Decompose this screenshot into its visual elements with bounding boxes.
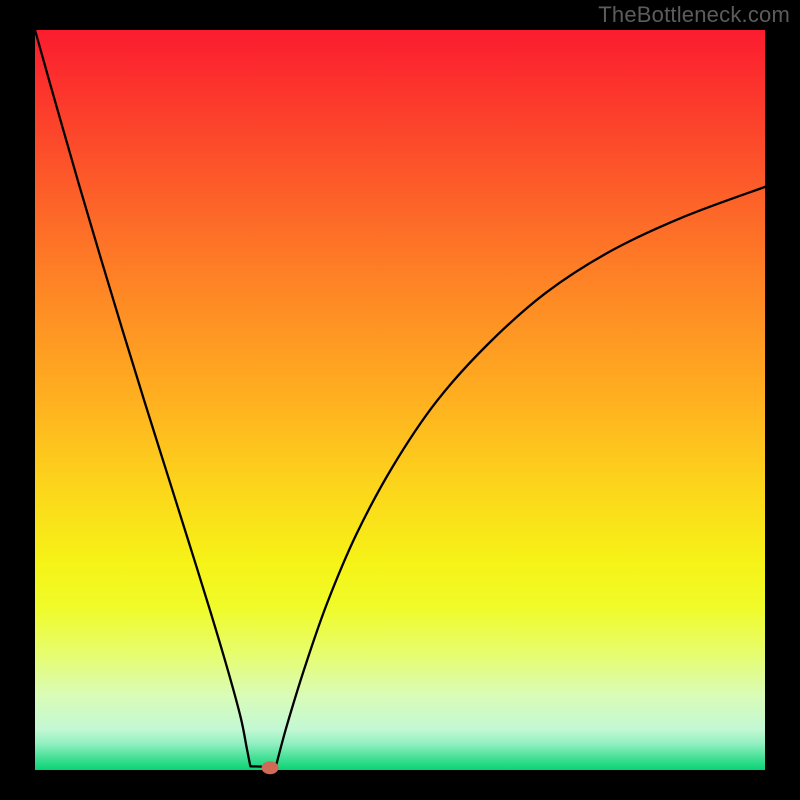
minimum-marker [262, 762, 278, 774]
bottleneck-chart [0, 0, 800, 800]
watermark-text: TheBottleneck.com [598, 2, 790, 28]
